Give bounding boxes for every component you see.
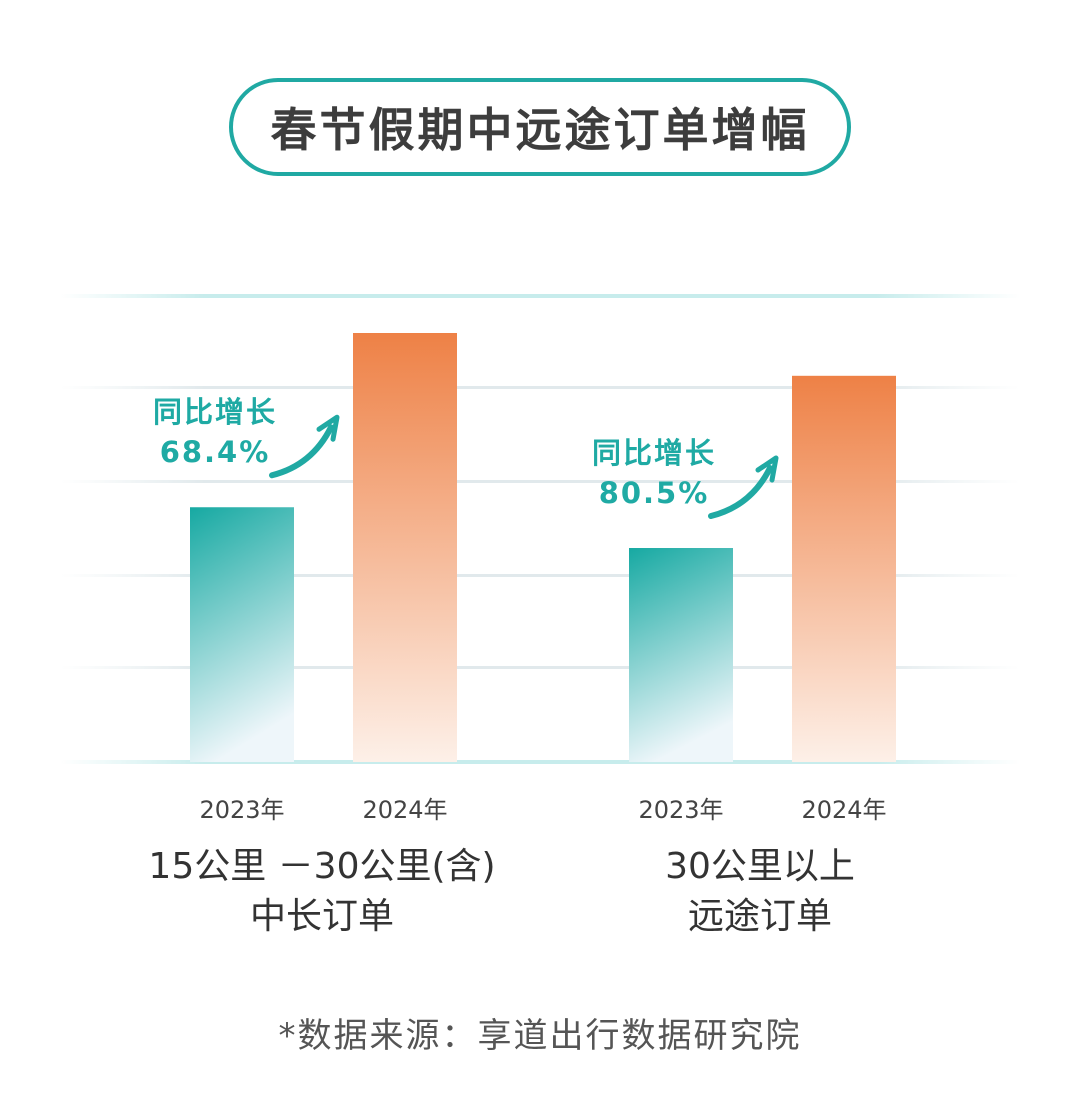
data-source: *数据来源：享道出行数据研究院: [278, 1016, 802, 1056]
group-label-line2: 远途订单: [687, 896, 832, 937]
growth-annotation: 同比增长 80.5%: [564, 433, 744, 513]
chart-title: 春节假期中远途订单增幅: [229, 78, 851, 176]
tick-label: 2023年: [638, 796, 724, 824]
group-label-line1: 15公里 －30公里(含): [148, 846, 496, 887]
bars: [190, 333, 896, 762]
growth-arrow: [269, 424, 334, 479]
tick-label: 2023年: [199, 796, 285, 824]
grid-line: [60, 386, 1020, 389]
growth-value: 80.5%: [598, 476, 710, 510]
bar-2-2023年: [629, 548, 733, 762]
growth-label: 同比增长: [591, 436, 716, 470]
group-label-line2: 中长订单: [249, 896, 394, 937]
growth-arrows: [269, 414, 779, 520]
growth-value: 68.4%: [159, 435, 271, 470]
grid-line: [60, 666, 1020, 669]
bar-2-2024年: [792, 375, 896, 762]
growth-annotation: 同比增长 68.4%: [125, 392, 305, 472]
growth-arrow-head: [316, 414, 340, 442]
group-label-line1: 30公里以上: [665, 846, 855, 887]
grid-line: [60, 480, 1020, 483]
group-label: 30公里以上 远途订单: [550, 842, 970, 942]
bar-1-2023年: [190, 507, 294, 762]
group-label: 15公里 －30公里(含) 中长订单: [112, 842, 532, 942]
grid-lines: [60, 294, 1020, 764]
growth-arrow: [708, 465, 773, 520]
bar-1-2024年: [353, 333, 457, 762]
grid-line: [60, 760, 1020, 764]
tick-label: 2024年: [362, 796, 448, 824]
grid-line: [60, 574, 1020, 577]
growth-arrow-head: [755, 455, 779, 483]
tick-label: 2024年: [801, 796, 887, 824]
grid-line: [60, 294, 1020, 298]
growth-label: 同比增长: [152, 395, 277, 430]
